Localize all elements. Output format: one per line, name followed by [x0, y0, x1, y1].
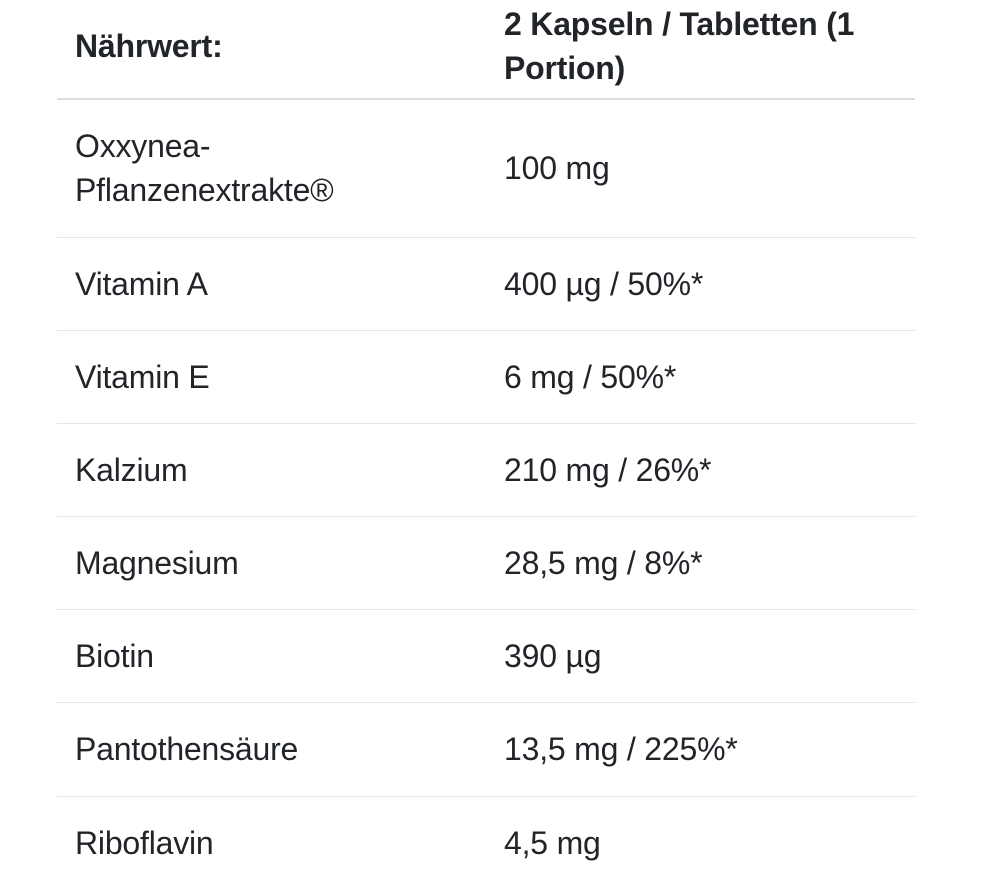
table-row-riboflavin: Riboflavin 4,5 mg: [57, 797, 915, 880]
nutrient-name: Biotin: [75, 638, 154, 675]
nutrient-column-header: Nährwert:: [75, 28, 223, 65]
nutrient-value: 13,5 mg / 225%*: [504, 731, 738, 768]
nutrient-value: 210 mg / 26%*: [504, 451, 712, 488]
nutrient-name: Kalzium: [75, 451, 188, 488]
table-row-magnesium: Magnesium 28,5 mg / 8%*: [57, 517, 915, 611]
table-row-vitamin-a: Vitamin A 400 µg / 50%*: [57, 238, 915, 331]
table-row-kalzium: Kalzium 210 mg / 26%*: [57, 424, 915, 518]
nutrient-value: 400 µg / 50%*: [504, 265, 704, 302]
nutrient-value: 6 mg / 50%*: [504, 358, 677, 395]
nutrient-name: Riboflavin: [75, 824, 214, 861]
nutrient-value: 100 mg: [504, 150, 610, 187]
table-row-oxxynea: Oxxynea-Pflanzenextrakte® 100 mg: [57, 100, 915, 238]
nutrient-name: Pantothensäure: [75, 731, 299, 768]
nutrition-table: Nährwert: 2 Kapseln / Tabletten (1 Porti…: [57, 0, 915, 880]
table-row-vitamin-e: Vitamin E 6 mg / 50%*: [57, 331, 915, 424]
nutrient-value: 28,5 mg / 8%*: [504, 545, 703, 582]
nutrient-name: Oxxynea-Pflanzenextrakte®: [75, 128, 334, 209]
nutrient-value: 4,5 mg: [504, 824, 601, 861]
table-row-biotin: Biotin 390 µg: [57, 610, 915, 704]
nutrient-name: Vitamin E: [75, 358, 210, 395]
table-row-pantothensaeure: Pantothensäure 13,5 mg / 225%*: [57, 703, 915, 797]
nutrient-name: Vitamin A: [75, 265, 208, 302]
nutrient-name: Magnesium: [75, 545, 239, 582]
nutrient-value: 390 µg: [504, 638, 602, 675]
nutrition-header-row: Nährwert: 2 Kapseln / Tabletten (1 Porti…: [57, 0, 915, 101]
serving-column-header: 2 Kapseln / Tabletten (1 Portion): [504, 6, 855, 87]
